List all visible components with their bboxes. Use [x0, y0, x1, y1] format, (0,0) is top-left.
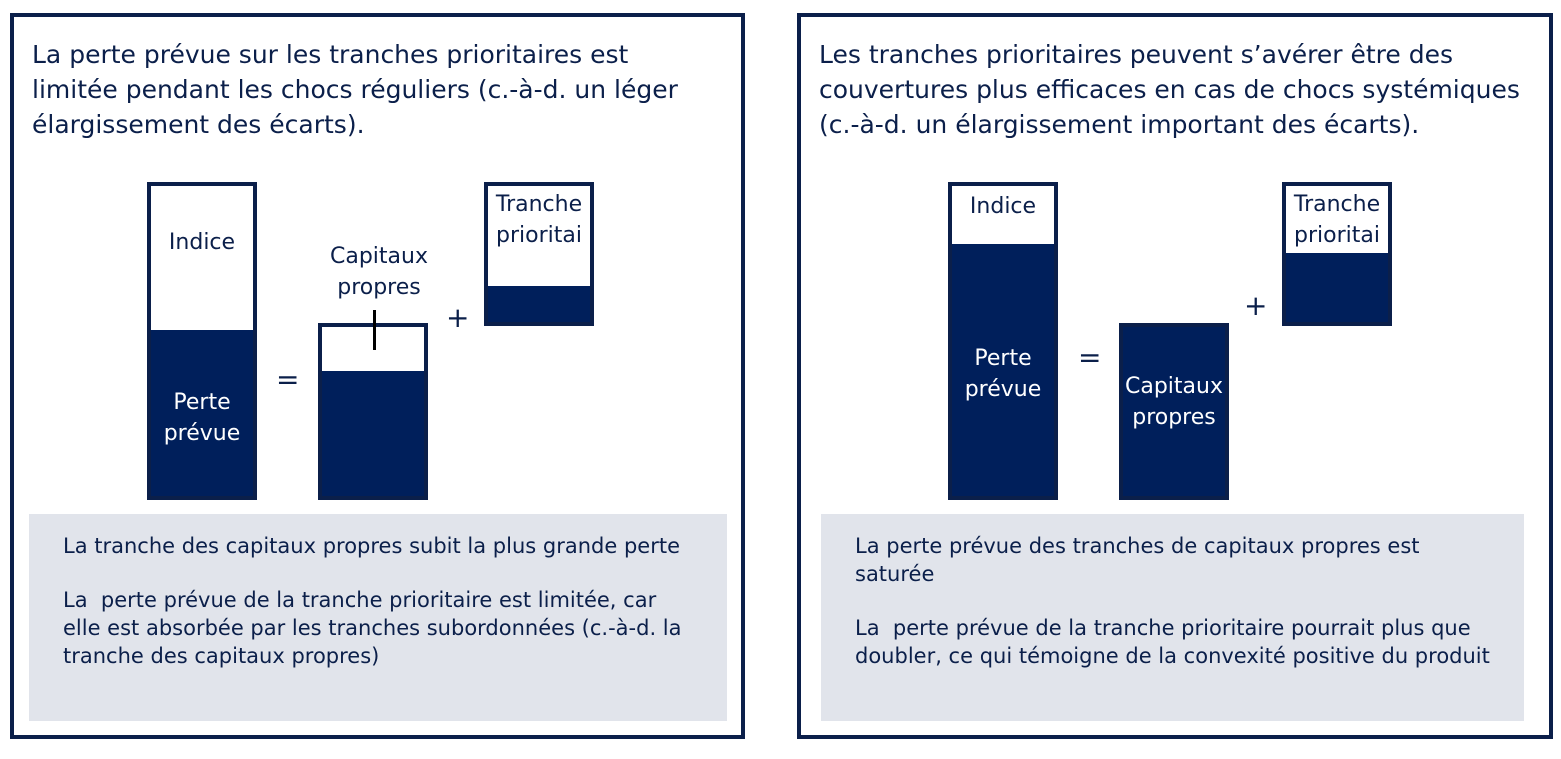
index-label: Indice: [969, 194, 1037, 219]
senior-tranche-label: Tranche prioritai: [495, 192, 583, 248]
equals-sign: =: [276, 363, 300, 396]
plus-sign: +: [446, 301, 470, 334]
equity-label: Capitaux propres: [330, 244, 428, 300]
notes-box: La perte prévue des tranches de capitaux…: [821, 514, 1524, 721]
expected-loss-label: Perte prévue: [163, 390, 241, 446]
index-bar: [948, 182, 1058, 500]
notes-box: La tranche des capitaux propres subit la…: [29, 514, 727, 721]
panel-regular-shocks: La perte prévue sur les tranches priorit…: [10, 13, 745, 739]
expected-loss-label: Perte prévue: [964, 346, 1042, 402]
note-1: La tranche des capitaux propres subit la…: [63, 534, 680, 558]
panel-systemic-shocks: Les tranches prioritaires peuvent s’avér…: [797, 13, 1553, 739]
senior-tranche-bar: [1282, 182, 1392, 326]
equals-sign: =: [1078, 341, 1102, 374]
equity-tick: [373, 310, 376, 350]
plus-sign: +: [1244, 289, 1268, 322]
note-2: La perte prévue de la tranche prioritair…: [855, 616, 1490, 668]
panel-heading: Les tranches prioritaires peuvent s’avér…: [819, 40, 1520, 139]
equity-bar: [1119, 323, 1229, 500]
equity-label: Capitaux propres: [1125, 374, 1223, 430]
index-label: Indice: [168, 230, 236, 255]
senior-tranche-bar: [484, 182, 594, 326]
panel-heading: La perte prévue sur les tranches priorit…: [32, 40, 678, 139]
senior-tranche-label: Tranche prioritai: [1293, 192, 1381, 248]
note-2: La perte prévue de la tranche prioritair…: [63, 588, 689, 668]
index-bar: [147, 182, 257, 500]
note-1: La perte prévue des tranches de capitaux…: [855, 534, 1427, 586]
